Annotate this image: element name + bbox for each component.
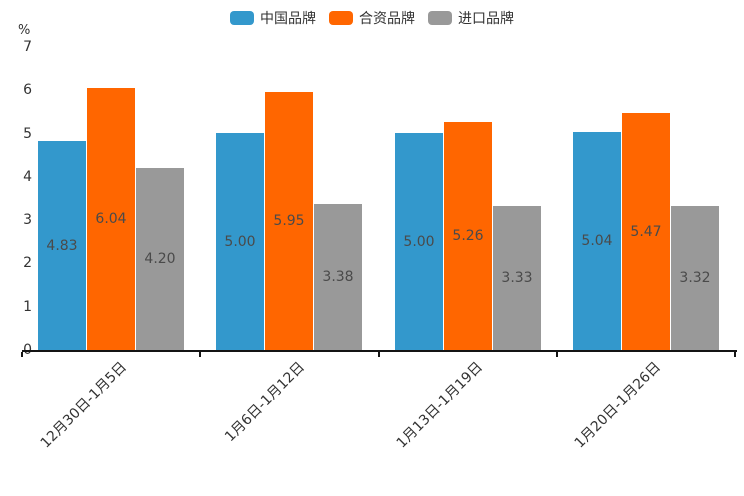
y-axis-tick-label: 6 — [23, 82, 32, 99]
bar-value-label: 5.47 — [630, 223, 662, 240]
x-axis-label: 1月6日-1月12日 — [221, 359, 308, 446]
y-axis-tick-label: 7 — [23, 38, 32, 55]
bar — [573, 132, 621, 350]
bar — [444, 122, 492, 350]
bar-value-label: 5.04 — [581, 233, 613, 249]
bar-value-label: 6.04 — [95, 211, 127, 227]
bar-value-label: 5.00 — [224, 233, 256, 250]
bar — [395, 133, 443, 350]
bar — [87, 88, 135, 350]
x-axis-label: 12月30日-1月5日 — [37, 359, 130, 452]
bar — [314, 204, 362, 350]
x-axis-label: 1月20日-1月26日 — [572, 359, 665, 452]
legend-label: 进口品牌 — [458, 11, 514, 27]
bar-value-label: 3.32 — [679, 270, 711, 286]
bar-value-label: 3.33 — [501, 270, 533, 286]
y-axis-tick-label: 4 — [23, 168, 32, 185]
bar — [136, 168, 184, 350]
x-axis-label: 1月13日-1月19日 — [393, 359, 487, 452]
bar-value-label: 3.38 — [322, 269, 354, 285]
legend-item-2[interactable]: 进口品牌 — [428, 8, 514, 28]
bar — [622, 113, 670, 350]
bar-value-label: 4.20 — [144, 251, 176, 267]
legend-swatch-icon — [329, 11, 353, 25]
bar-value-label: 4.83 — [46, 237, 78, 254]
legend-item-1[interactable]: 合资品牌 — [329, 8, 415, 28]
x-axis-line — [22, 350, 737, 352]
y-axis-tick-label: 3 — [23, 212, 32, 229]
x-axis-tick — [377, 352, 380, 357]
legend-item-0[interactable]: 中国品牌 — [230, 8, 316, 28]
legend-swatch-icon — [428, 11, 452, 25]
bar-value-label: 5.26 — [452, 228, 484, 244]
x-axis-tick — [199, 352, 202, 357]
chart-legend: 中国品牌 合资品牌 进口品牌 — [0, 8, 744, 28]
y-axis-unit-label: % — [18, 23, 31, 38]
legend-label: 中国品牌 — [260, 11, 316, 27]
x-axis-tick — [21, 352, 23, 357]
legend-label: 合资品牌 — [359, 11, 415, 27]
y-axis-tick-label: 2 — [23, 255, 32, 272]
x-axis-tick — [555, 352, 558, 357]
bar — [38, 141, 86, 350]
bar — [216, 133, 264, 350]
bar-value-label: 5.95 — [273, 213, 305, 229]
legend-swatch-icon — [230, 11, 254, 25]
y-axis-tick-label: 5 — [23, 125, 32, 142]
bar — [671, 206, 719, 350]
bar — [493, 206, 541, 350]
y-axis-tick-label: 1 — [23, 298, 32, 315]
bar — [265, 92, 313, 350]
bar-value-label: 5.00 — [403, 233, 435, 250]
x-axis-tick — [734, 352, 736, 357]
